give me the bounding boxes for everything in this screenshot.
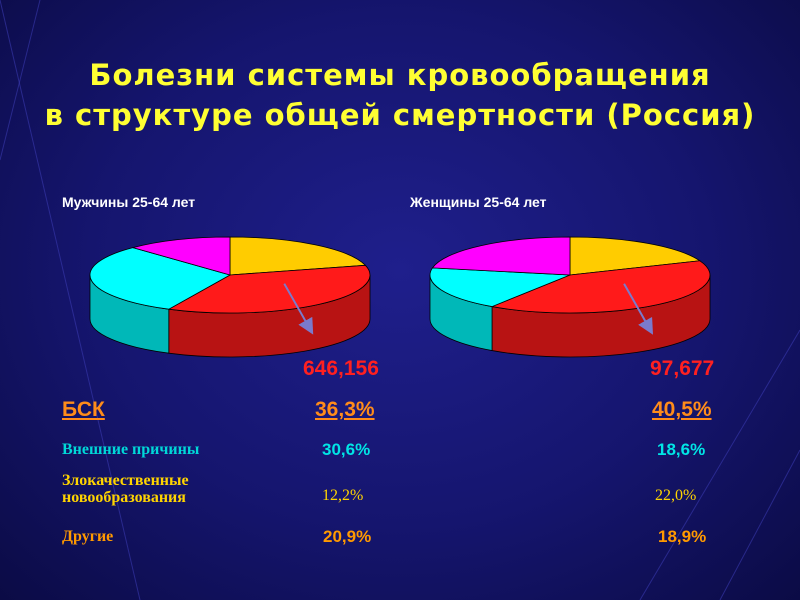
row-label-oncology-line1: Злокачественные	[62, 472, 189, 489]
women-slice-oncology	[431, 236, 571, 276]
men-bsk-value: 36,3%	[315, 398, 375, 421]
row-label-oncology-line2: новообразования	[62, 489, 186, 506]
men-external-value: 30,6%	[322, 440, 371, 459]
women-total: 97,677	[650, 357, 715, 380]
men-oncology-value: 12,2%	[322, 487, 364, 504]
women-slice-other	[569, 236, 701, 276]
row-label-bsk: БСК	[62, 398, 105, 421]
title-line-1: Болезни системы кровообращения	[89, 58, 711, 92]
men-slice-external	[89, 247, 232, 310]
women-bsk-value: 40,5%	[652, 398, 712, 421]
men-slice-bsk	[167, 264, 371, 314]
row-label-oncology: Злокачественные новообразования	[62, 472, 262, 506]
slide-title: Болезни системы кровообращения в структу…	[0, 55, 800, 135]
title-line-2: в структуре общей смертности (Россия)	[44, 98, 756, 132]
men-other-value: 20,9%	[323, 527, 372, 546]
women-oncology-value: 22,0%	[655, 487, 697, 504]
men-arrow	[283, 283, 314, 335]
women-other-value: 18,9%	[658, 527, 707, 546]
row-label-external: Внешние причины	[62, 441, 200, 458]
women-external-value: 18,6%	[657, 440, 706, 459]
men-total: 646,156	[303, 357, 379, 380]
men-chart-title: Мужчины 25-64 лет	[62, 194, 196, 210]
women-chart-title: Женщины 25-64 лет	[410, 194, 547, 210]
women-arrow	[623, 283, 654, 335]
men-slice-oncology	[131, 236, 231, 276]
pie-women	[429, 236, 711, 358]
women-slice-external	[429, 267, 571, 307]
men-slice-other	[229, 236, 367, 276]
pie-men	[89, 236, 371, 358]
row-label-other: Другие	[62, 528, 114, 545]
women-slice-bsk	[490, 260, 711, 314]
